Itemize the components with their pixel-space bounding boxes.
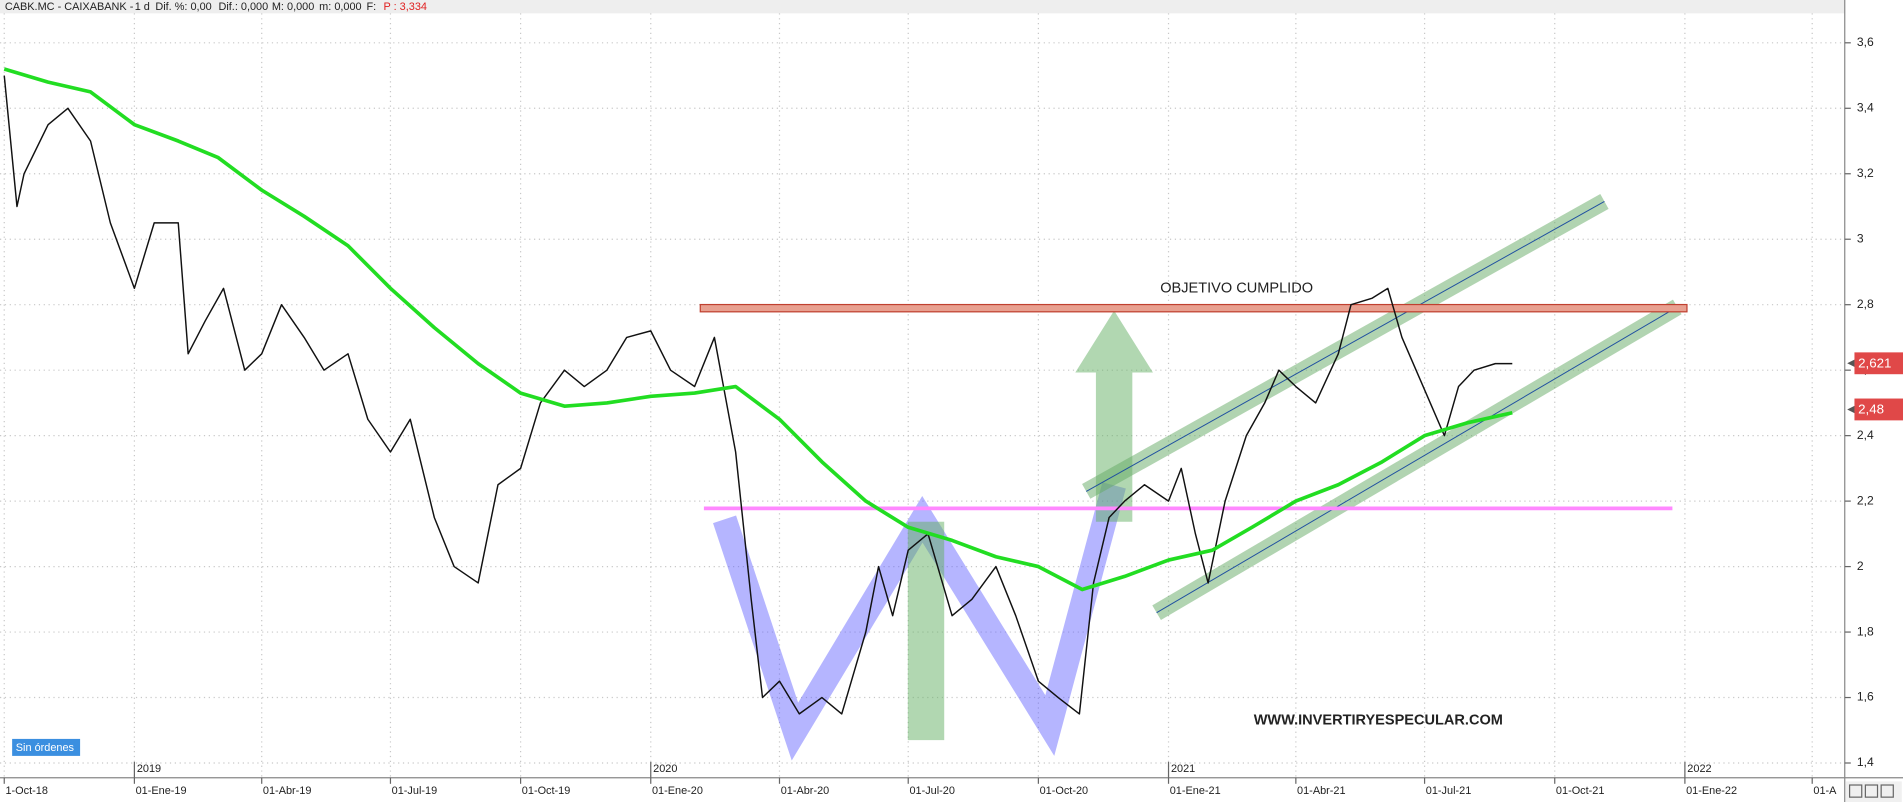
x-tick-label: 01-Jul-19 bbox=[392, 785, 437, 797]
x-tick-label: 01-Oct-20 bbox=[1040, 785, 1089, 797]
y-tick-label: 3 bbox=[1857, 231, 1864, 245]
y-tick-label: 1,4 bbox=[1857, 755, 1874, 769]
y-tick-label: 1,8 bbox=[1857, 624, 1874, 638]
w-pattern bbox=[713, 482, 1126, 761]
icon[interactable] bbox=[1848, 784, 1863, 798]
y-tick-label: 1,6 bbox=[1857, 690, 1874, 704]
price-tag bbox=[1854, 398, 1903, 421]
symbol: CABK.MC - CAIXABANK - bbox=[5, 1, 134, 13]
watermark: WWW.INVERTIRYESPECULAR.COM bbox=[1254, 713, 1503, 729]
stat: Dif. %: 0,00 bbox=[155, 1, 211, 13]
icon[interactable] bbox=[1880, 784, 1894, 798]
y-tick-label: 3,2 bbox=[1857, 166, 1874, 180]
header-bar bbox=[0, 0, 1845, 14]
header: CABK.MC - CAIXABANK - 1 d Dif. %: 0,00 D… bbox=[5, 1, 427, 13]
y-tick-label: 2 bbox=[1857, 559, 1864, 573]
x-tick-label: 01-Oct-19 bbox=[522, 785, 571, 797]
x-tick-label: 01-Ene-20 bbox=[652, 785, 703, 797]
x-tick-label: 01-Oct-21 bbox=[1556, 785, 1605, 797]
x-tick-label: 1-Oct-18 bbox=[5, 785, 47, 797]
x-tick-label: 01-Ene-19 bbox=[136, 785, 187, 797]
price-tag bbox=[1854, 352, 1903, 375]
stat: M: 0,000 bbox=[272, 1, 314, 13]
drawings bbox=[699, 193, 1688, 761]
y-tick-label: 3,6 bbox=[1857, 35, 1874, 49]
annotation: OBJETIVO CUMPLIDO bbox=[1160, 281, 1313, 297]
year-label: 2020 bbox=[653, 763, 677, 775]
x-tick-label: 01-Ene-21 bbox=[1170, 785, 1221, 797]
stat: Dif.: 0,000 bbox=[218, 1, 268, 13]
stat: m: 0,000 bbox=[319, 1, 361, 13]
period: 1 d bbox=[135, 1, 150, 13]
x-tick-label: 01-Jul-21 bbox=[1426, 785, 1471, 797]
toolbar bbox=[1845, 781, 1902, 802]
x-tick-label: 01-Ene-22 bbox=[1686, 785, 1737, 797]
year-label: 2021 bbox=[1171, 763, 1195, 775]
resistance-line bbox=[699, 303, 1688, 313]
channel-line bbox=[1085, 200, 1605, 492]
orders-button[interactable] bbox=[12, 738, 81, 756]
y-tick-label: 2,4 bbox=[1857, 428, 1874, 442]
x-tick-label: 01-Abr-20 bbox=[781, 785, 830, 797]
price-line bbox=[3, 75, 1513, 715]
orders-button-label[interactable]: Sin órdenes bbox=[16, 742, 75, 754]
stat: F: bbox=[367, 1, 377, 13]
y-tick-label: 3,4 bbox=[1857, 100, 1874, 114]
price-tag-label: 2,48 bbox=[1858, 402, 1884, 417]
plot bbox=[3, 67, 1513, 715]
price-line bbox=[3, 67, 1513, 592]
target-arrow bbox=[1075, 310, 1153, 522]
stat: P : 3,334 bbox=[384, 1, 427, 13]
channel-line bbox=[1156, 306, 1678, 614]
x-tick-label: 01-Jul-20 bbox=[909, 785, 954, 797]
x-tick-label: 01-Abr-21 bbox=[1297, 785, 1346, 797]
price-tag-label: 2,621 bbox=[1858, 355, 1891, 370]
y-tick-label: 2,8 bbox=[1857, 297, 1874, 311]
year-label: 2022 bbox=[1687, 763, 1711, 775]
icon[interactable] bbox=[1864, 784, 1879, 798]
price-tag-pointer bbox=[1847, 359, 1855, 367]
x-tick-label: 01-Abr-19 bbox=[263, 785, 312, 797]
x-tick-label: 01-A bbox=[1813, 785, 1837, 797]
y-tick-label: 2,2 bbox=[1857, 493, 1874, 507]
price-tag-pointer bbox=[1847, 405, 1855, 414]
year-label: 2019 bbox=[137, 763, 161, 775]
arrow-shaft bbox=[907, 521, 945, 741]
